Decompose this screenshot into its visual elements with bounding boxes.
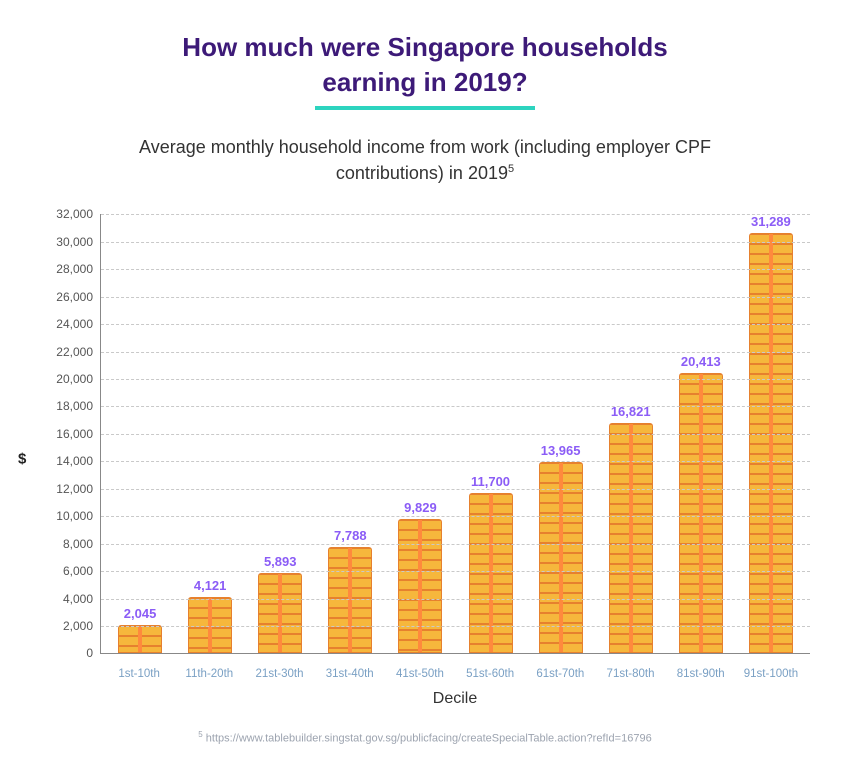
grid-line [101, 379, 810, 380]
x-tick-label: 81st-90th [666, 668, 736, 680]
y-tick-label: 26,000 [56, 290, 101, 304]
y-tick-label: 30,000 [56, 235, 101, 249]
grid-line [101, 626, 810, 627]
chart-container: How much were Singapore households earni… [0, 0, 850, 781]
grid-line [101, 297, 810, 298]
x-tick-label: 21st-30th [244, 668, 314, 680]
bar [539, 462, 583, 654]
x-axis-label: Decile [100, 690, 810, 708]
x-tick-label: 71st-80th [595, 668, 665, 680]
subtitle-footnote-ref: 5 [508, 163, 514, 175]
x-tick-label: 41st-50th [385, 668, 455, 680]
grid-line [101, 489, 810, 490]
bar-value-label: 9,829 [404, 500, 437, 515]
grid-line [101, 571, 810, 572]
y-tick-label: 32,000 [56, 207, 101, 221]
x-tick-label: 11th-20th [174, 668, 244, 680]
y-tick-label: 6,000 [63, 564, 101, 578]
grid-line [101, 461, 810, 462]
grid-line [101, 406, 810, 407]
x-tick-label: 31st-40th [315, 668, 385, 680]
bar-value-label: 7,788 [334, 528, 367, 543]
y-tick-label: 2,000 [63, 619, 101, 633]
bar-value-label: 4,121 [194, 578, 227, 593]
y-tick-label: 18,000 [56, 399, 101, 413]
x-tick-label: 61st-70th [525, 668, 595, 680]
chart-subtitle: Average monthly household income from wo… [115, 134, 735, 186]
x-tick-label: 91st-100th [736, 668, 806, 680]
grid-line [101, 269, 810, 270]
bar-value-label: 20,413 [681, 354, 721, 369]
bar [118, 625, 162, 653]
y-tick-label: 10,000 [56, 509, 101, 523]
x-tick-label: 1st-10th [104, 668, 174, 680]
plot-region: 2,0454,1215,8937,7889,82911,70013,96516,… [100, 214, 810, 654]
bar [609, 423, 653, 654]
y-tick-label: 0 [86, 646, 101, 660]
y-tick-label: 12,000 [56, 482, 101, 496]
subtitle-text: Average monthly household income from wo… [139, 137, 711, 183]
y-tick-label: 4,000 [63, 592, 101, 606]
page-title: How much were Singapore households earni… [40, 30, 810, 100]
y-tick-label: 28,000 [56, 262, 101, 276]
grid-line [101, 352, 810, 353]
bar [398, 519, 442, 654]
grid-line [101, 434, 810, 435]
bar-value-label: 2,045 [124, 606, 157, 621]
y-tick-label: 8,000 [63, 537, 101, 551]
bar-value-label: 31,289 [751, 214, 791, 229]
chart-area: $ 2,0454,1215,8937,7889,82911,70013,9651… [40, 214, 810, 704]
bar [258, 573, 302, 654]
x-ticks: 1st-10th11th-20th21st-30th31st-40th41st-… [100, 668, 810, 680]
grid-line [101, 599, 810, 600]
x-tick-label: 51st-60th [455, 668, 525, 680]
y-tick-label: 22,000 [56, 345, 101, 359]
grid-line [101, 324, 810, 325]
bar [328, 547, 372, 654]
y-axis-label: $ [18, 451, 26, 468]
footnote: 5 https://www.tablebuilder.singstat.gov.… [40, 730, 810, 745]
title-underline [315, 106, 535, 110]
y-tick-label: 20,000 [56, 372, 101, 386]
y-tick-label: 16,000 [56, 427, 101, 441]
grid-line [101, 242, 810, 243]
bar [679, 373, 723, 653]
footnote-text: https://www.tablebuilder.singstat.gov.sg… [203, 733, 652, 745]
title-line-2: earning in 2019? [322, 67, 527, 97]
grid-line [101, 516, 810, 517]
y-tick-label: 24,000 [56, 317, 101, 331]
bar-value-label: 11,700 [471, 474, 510, 489]
bar-value-label: 5,893 [264, 554, 297, 569]
grid-line [101, 544, 810, 545]
bar-value-label: 13,965 [541, 443, 581, 458]
grid-line [101, 214, 810, 215]
title-line-1: How much were Singapore households [182, 32, 667, 62]
y-tick-label: 14,000 [56, 454, 101, 468]
